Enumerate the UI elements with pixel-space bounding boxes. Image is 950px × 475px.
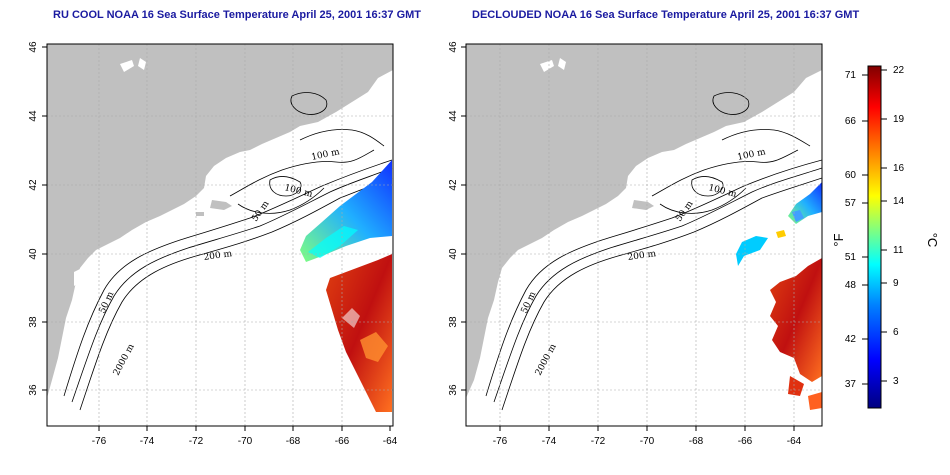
right-sst-warm-patch bbox=[770, 258, 822, 382]
x-tick-label: -72 bbox=[591, 436, 606, 447]
fahrenheit-tick: 51 bbox=[845, 252, 857, 263]
celsius-tick: 3 bbox=[893, 376, 899, 387]
right-grid bbox=[466, 44, 822, 426]
x-tick-label: -68 bbox=[689, 436, 704, 447]
left-map-panel: 100 m 100 m 50 m 200 m 50 m 2000 m -76 -… bbox=[28, 41, 398, 447]
y-tick-label: 36 bbox=[28, 384, 39, 396]
contour-label: 2000 m bbox=[534, 342, 559, 377]
fahrenheit-tick: 60 bbox=[845, 170, 857, 181]
contour-label: 50 m bbox=[98, 290, 117, 315]
contour-label: 100 m bbox=[707, 183, 738, 200]
fahrenheit-tick: 71 bbox=[845, 70, 857, 81]
left-map-frame bbox=[46, 43, 394, 427]
fahrenheit-tick: 37 bbox=[845, 379, 857, 390]
x-tick-label: -70 bbox=[238, 436, 253, 447]
left-map-title: RU COOL NOAA 16 Sea Surface Temperature … bbox=[53, 9, 422, 21]
contour-label: 100 m bbox=[737, 147, 767, 163]
y-tick-label: 38 bbox=[28, 316, 39, 328]
y-tick-label: 44 bbox=[28, 110, 39, 122]
x-tick-label: -64 bbox=[787, 436, 802, 447]
left-land-mass bbox=[47, 44, 393, 398]
x-tick-label: -76 bbox=[493, 436, 508, 447]
right-map-title: DECLOUDED NOAA 16 Sea Surface Temperatur… bbox=[472, 9, 860, 21]
x-tick-label: -72 bbox=[189, 436, 204, 447]
x-tick-label: -76 bbox=[92, 436, 107, 447]
contour-label: 200 m bbox=[627, 249, 657, 263]
x-tick-label: -70 bbox=[640, 436, 655, 447]
fahrenheit-tick: 48 bbox=[845, 280, 857, 291]
contour-label: 100 m bbox=[311, 147, 341, 163]
celsius-tick: 6 bbox=[893, 327, 899, 338]
fahrenheit-unit-label: °F bbox=[831, 233, 846, 246]
celsius-tick: 11 bbox=[893, 245, 904, 256]
contour-label: 50 m bbox=[520, 290, 539, 315]
x-tick-label: -74 bbox=[542, 436, 557, 447]
right-map-panel: 100 m 100 m 50 m 200 m 50 m 2000 m -76 -… bbox=[448, 41, 823, 447]
colorbar: 71 66 60 57 51 48 42 37 22 19 16 14 11 9… bbox=[831, 65, 940, 409]
y-tick-label: 38 bbox=[448, 316, 459, 328]
y-tick-label: 46 bbox=[448, 41, 459, 53]
x-tick-label: -64 bbox=[383, 436, 398, 447]
contour-label: 2000 m bbox=[112, 342, 137, 377]
celsius-tick: 22 bbox=[893, 65, 905, 76]
celsius-unit-label: °C bbox=[925, 233, 940, 248]
right-map-frame bbox=[465, 43, 823, 427]
contour-label: 50 m bbox=[674, 199, 696, 224]
fahrenheit-tick: 66 bbox=[845, 116, 857, 127]
celsius-tick: 19 bbox=[893, 114, 905, 125]
left-sst-warm-swath bbox=[326, 254, 392, 412]
y-tick-label: 42 bbox=[448, 179, 459, 191]
x-tick-label: -68 bbox=[286, 436, 301, 447]
y-tick-label: 42 bbox=[28, 179, 39, 191]
x-tick-label: -74 bbox=[140, 436, 155, 447]
right-bathymetry-contours bbox=[485, 92, 822, 411]
fahrenheit-tick: 42 bbox=[845, 334, 857, 345]
y-tick-label: 36 bbox=[448, 384, 459, 396]
x-tick-label: -66 bbox=[335, 436, 350, 447]
y-tick-label: 40 bbox=[28, 248, 39, 260]
left-grid bbox=[47, 44, 393, 426]
celsius-tick: 9 bbox=[893, 278, 899, 289]
x-tick-label: -66 bbox=[738, 436, 753, 447]
left-sst-cool-swath bbox=[300, 160, 392, 262]
fahrenheit-tick: 57 bbox=[845, 198, 857, 209]
y-tick-label: 40 bbox=[448, 248, 459, 260]
y-tick-label: 46 bbox=[28, 41, 39, 53]
celsius-tick: 16 bbox=[893, 163, 905, 174]
right-land-mass bbox=[466, 44, 822, 398]
contour-label: 100 m bbox=[283, 183, 314, 200]
celsius-tick: 14 bbox=[893, 196, 905, 207]
colorbar-gradient bbox=[867, 65, 882, 409]
y-tick-label: 44 bbox=[448, 110, 459, 122]
contour-label: 200 m bbox=[203, 249, 233, 263]
right-sst-cool-patch bbox=[788, 182, 822, 224]
